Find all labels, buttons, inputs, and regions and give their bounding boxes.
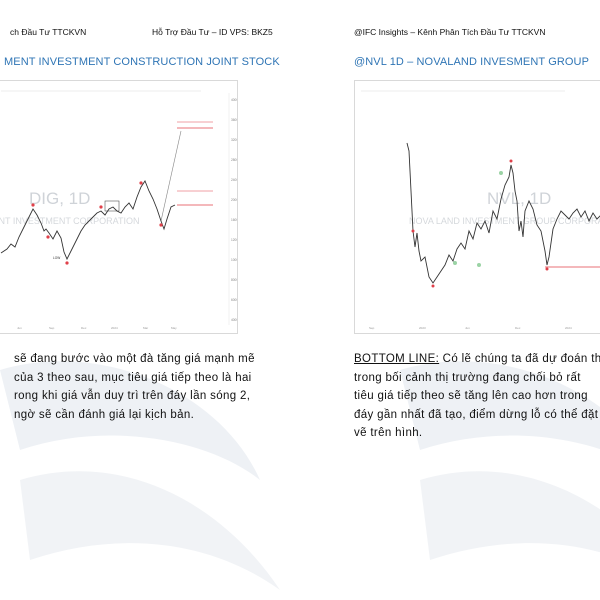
analysis-text: BOTTOM LINE: Có lẽ chúng ta đã dự đoán t… [354,350,600,443]
nvl-price-line [406,142,600,284]
wave-markers [31,181,163,265]
ticker-watermark: DIG, 1D [29,189,90,208]
svg-text:36000: 36000 [231,118,237,122]
svg-text:Dec: Dec [515,326,521,330]
header-left: ch Đầu Tư TTCKVN [10,27,87,37]
analysis-line: đáy gần nhất đã tạo, điểm dừng lỗ có thể… [354,408,599,421]
svg-text:32000: 32000 [231,138,237,142]
svg-text:6000: 6000 [231,298,237,302]
watermark-logo [400,361,600,560]
chart-title: MENT INVESTMENT CONSTRUCTION JOINT STOCK [4,56,280,68]
svg-text:28000: 28000 [231,158,237,162]
svg-text:12000: 12000 [231,238,237,242]
wave-markers [411,159,549,288]
company-watermark: MENT INVESTMENT CORPORATION [0,216,140,226]
dig-price-chart: DIG, 1D MENT INVESTMENT CORPORATION 4000… [0,80,238,334]
ticker-watermark: NVL, 1D [487,189,551,208]
svg-text:May: May [171,326,177,330]
svg-text:16000: 16000 [231,218,237,222]
analysis-line: rong khi giá vẫn duy trì trên đáy lần só… [14,390,251,402]
wave-markers-green [453,171,503,267]
svg-text:Jun: Jun [17,326,22,330]
svg-text:10000: 10000 [231,258,237,262]
svg-text:20000: 20000 [231,198,237,202]
svg-text:2024: 2024 [565,326,572,330]
analysis-line: ngờ sẽ cần đánh giá lại kịch bản. [14,408,195,421]
analysis-line: của 3 theo sau, mục tiêu giá tiếp theo l… [14,371,252,384]
svg-text:Sep: Sep [369,326,375,330]
svg-text:Sep: Sep [49,326,55,330]
time-axis: Jun Sep Dec 2024 Mar May [17,326,177,330]
analysis-line: tiêu giá tiếp theo sẽ tăng lên cao hơn t… [354,390,588,402]
consolidation-box [104,200,120,212]
bottom-line-label: BOTTOM LINE: [354,353,440,365]
analysis-text: sẽ đang bước vào một đà tăng giá mạnh mẽ… [14,350,255,424]
company-watermark: NOVA LAND INVESTMENT GROUP CORPORATION [409,216,600,226]
price-axis: 40000 36000 32000 28000 24000 20000 16000 120… [231,98,237,322]
right-page: @IFC Insights – Kênh Phân Tích Đầu Tư TT… [300,0,600,600]
chart-title: @NVL 1D – NOVALAND INVESMENT GROUP [354,56,590,68]
watermark-logo [0,361,280,590]
analysis-line: BOTTOM LINE: Có lẽ chúng ta đã dự đoán t… [354,350,600,369]
svg-text:24000: 24000 [231,178,237,182]
svg-text:4000: 4000 [231,318,237,322]
analysis-line: vẽ trên hình. [354,427,423,439]
svg-text:2023: 2023 [419,326,426,330]
svg-text:Jun: Jun [465,326,470,330]
dig-price-line [0,180,176,261]
analysis-line: trong bối cảnh thị trường đang chối bỏ r… [354,371,581,384]
header-right: Hỗ Trợ Đầu Tư – ID VPS: BKZ5 [152,27,273,37]
low-label: LOW [53,256,60,260]
nvl-price-chart: NVL, 1D NOVA LAND INVESTMENT GROUP CORPO… [354,80,600,334]
analysis-line-rest: Có lẽ chúng ta đã dự đoán thàn [439,353,600,365]
svg-text:40000: 40000 [231,98,237,102]
analysis-line: sẽ đang bước vào một đà tăng giá mạnh mẽ [14,353,255,365]
svg-text:2024: 2024 [111,326,118,330]
header-left: @IFC Insights – Kênh Phân Tích Đầu Tư TT… [354,27,546,37]
time-axis: Sep 2023 Jun Dec 2024 [369,326,572,330]
left-page: ch Đầu Tư TTCKVN Hỗ Trợ Đầu Tư – ID VPS:… [0,0,301,600]
projection-arrow [160,130,182,222]
svg-text:Dec: Dec [81,326,87,330]
svg-text:Mar: Mar [143,326,148,330]
svg-text:8000: 8000 [231,278,237,282]
